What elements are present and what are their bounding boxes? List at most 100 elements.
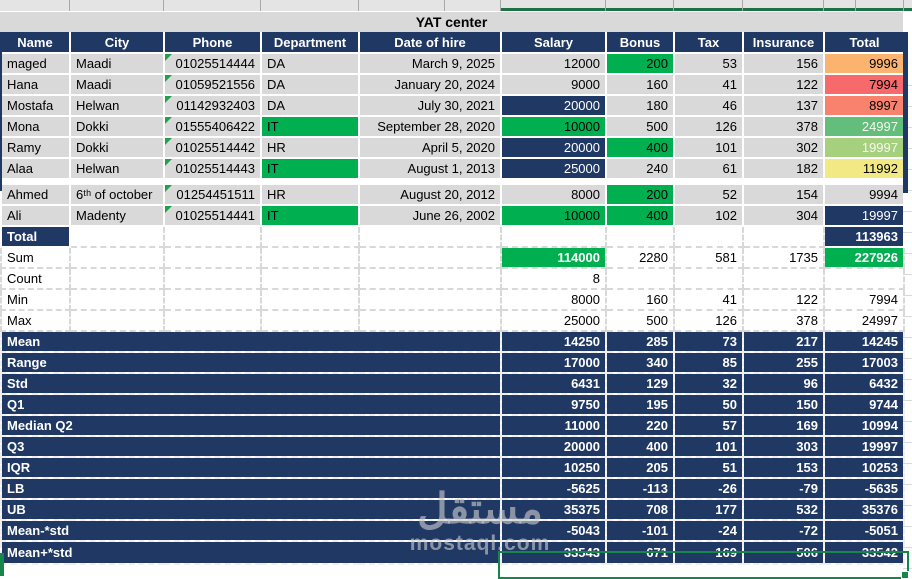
column-header-bonus[interactable]: Bonus	[606, 32, 675, 53]
stat-value[interactable]: 14245	[823, 330, 905, 353]
stat-value[interactable]: -101	[605, 519, 675, 542]
stat-label[interactable]: IQR	[0, 456, 502, 479]
stat-value[interactable]: -5043	[500, 519, 607, 542]
stat-value[interactable]: 169	[673, 540, 744, 565]
stat-value[interactable]	[673, 267, 744, 290]
cell-insurance[interactable]: 156	[742, 52, 825, 75]
stat-value[interactable]: 35376	[823, 498, 905, 521]
cell-tax[interactable]: 41	[673, 73, 744, 96]
stat-value[interactable]: 24997	[823, 309, 905, 332]
cell-tax[interactable]: 46	[673, 94, 744, 117]
cell-department[interactable]: HR	[260, 136, 360, 159]
cell-tax[interactable]: 61	[673, 157, 744, 180]
stat-value[interactable]: 8	[500, 267, 607, 290]
stat-value[interactable]: 35375	[500, 498, 607, 521]
cell-bonus[interactable]: 200	[605, 52, 675, 75]
stat-label[interactable]: Q3	[0, 435, 502, 458]
stat-value[interactable]: 126	[673, 309, 744, 332]
sheet-title[interactable]: YAT center	[0, 12, 903, 32]
cell-phone[interactable]: 01025514441	[163, 204, 262, 227]
cell-city[interactable]: Maadi	[69, 73, 165, 96]
stat-label[interactable]: Mean-*std	[0, 519, 502, 542]
total-label[interactable]: Total	[0, 225, 71, 248]
stat-label[interactable]: LB	[0, 477, 502, 500]
column-header-name[interactable]: Name	[1, 32, 71, 53]
stat-value[interactable]: 14250	[500, 330, 607, 353]
stat-value[interactable]: 51	[673, 456, 744, 479]
empty-cell[interactable]	[260, 225, 360, 248]
column-header-department[interactable]: Department	[261, 32, 360, 53]
stat-value[interactable]: -72	[742, 519, 825, 542]
empty-cell[interactable]	[260, 246, 360, 269]
cell-insurance[interactable]: 304	[742, 204, 825, 227]
empty-cell[interactable]	[358, 225, 502, 248]
cell-date-of-hire[interactable]: July 30, 2021	[358, 94, 502, 117]
empty-cell[interactable]	[742, 225, 825, 248]
cell-city[interactable]: Dokki	[69, 115, 165, 138]
cell-department[interactable]: IT	[260, 115, 360, 138]
cell-total[interactable]: 9994	[823, 183, 905, 206]
stat-label[interactable]: Mean	[0, 330, 502, 353]
stat-value[interactable]: 50	[673, 393, 744, 416]
stat-value[interactable]: 6432	[823, 372, 905, 395]
stat-value[interactable]	[742, 267, 825, 290]
stat-label[interactable]: Count	[0, 267, 71, 290]
column-header-tax[interactable]: Tax	[674, 32, 744, 53]
stat-value[interactable]: 114000	[500, 246, 607, 269]
stat-value[interactable]: -5051	[823, 519, 905, 542]
cell-insurance[interactable]: 154	[742, 183, 825, 206]
cell-tax[interactable]: 101	[673, 136, 744, 159]
cell-bonus[interactable]: 400	[605, 204, 675, 227]
column-header-city[interactable]: City	[70, 32, 165, 53]
cell-salary[interactable]: 9000	[500, 73, 607, 96]
stat-value[interactable]: 6431	[500, 372, 607, 395]
cell-salary[interactable]: 10000	[500, 204, 607, 227]
stat-value[interactable]: 33543	[500, 540, 607, 565]
stat-value[interactable]	[823, 267, 905, 290]
stat-value[interactable]: -5625	[500, 477, 607, 500]
stat-value[interactable]: 160	[605, 288, 675, 311]
column-header-salary[interactable]: Salary	[501, 32, 607, 53]
cell-bonus[interactable]: 180	[605, 94, 675, 117]
cell-date-of-hire[interactable]: June 26, 2002	[358, 204, 502, 227]
stat-value[interactable]: 73	[673, 330, 744, 353]
cell-total[interactable]: 7994	[823, 73, 905, 96]
cell-name[interactable]: Ramy	[0, 136, 71, 159]
stat-value[interactable]: 285	[605, 330, 675, 353]
empty-cell[interactable]	[163, 225, 262, 248]
stat-value[interactable]: 217	[742, 330, 825, 353]
stat-value[interactable]: 1735	[742, 246, 825, 269]
cell-total[interactable]: 19997	[823, 136, 905, 159]
cell-total[interactable]: 24997	[823, 115, 905, 138]
cell-salary[interactable]: 20000	[500, 94, 607, 117]
cell-bonus[interactable]: 200	[605, 183, 675, 206]
empty-cell[interactable]	[260, 288, 360, 311]
cell-name[interactable]: Mostafa	[0, 94, 71, 117]
stat-value[interactable]	[605, 267, 675, 290]
stat-value[interactable]: 177	[673, 498, 744, 521]
stat-label[interactable]: Mean+*std	[0, 540, 502, 565]
cell-bonus[interactable]: 400	[605, 136, 675, 159]
empty-cell[interactable]	[358, 309, 502, 332]
empty-cell[interactable]	[500, 225, 607, 248]
cell-department[interactable]: DA	[260, 52, 360, 75]
stat-label[interactable]: Min	[0, 288, 71, 311]
stat-value[interactable]: 129	[605, 372, 675, 395]
cell-insurance[interactable]: 182	[742, 157, 825, 180]
cell-name[interactable]: Ahmed	[0, 183, 71, 206]
cell-insurance[interactable]: 122	[742, 73, 825, 96]
cell-insurance[interactable]: 137	[742, 94, 825, 117]
empty-cell[interactable]	[358, 267, 502, 290]
cell-phone[interactable]: 01025514444	[163, 52, 262, 75]
cell-name[interactable]: maged	[0, 52, 71, 75]
empty-cell[interactable]	[358, 288, 502, 311]
cell-phone[interactable]: 01059521556	[163, 73, 262, 96]
stat-value[interactable]: 227926	[823, 246, 905, 269]
stat-value[interactable]: 17003	[823, 351, 905, 374]
stat-value[interactable]: 378	[742, 309, 825, 332]
cell-bonus[interactable]: 160	[605, 73, 675, 96]
stat-value[interactable]: 8000	[500, 288, 607, 311]
stat-value[interactable]: 57	[673, 414, 744, 437]
cell-tax[interactable]: 52	[673, 183, 744, 206]
stat-label[interactable]: Sum	[0, 246, 71, 269]
